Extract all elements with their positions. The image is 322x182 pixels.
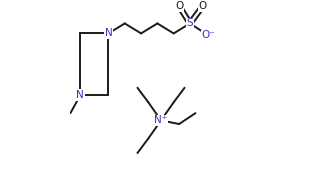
- Text: O: O: [175, 1, 183, 11]
- Text: O⁻: O⁻: [201, 30, 215, 40]
- Text: O: O: [199, 1, 207, 11]
- Text: S: S: [187, 18, 193, 28]
- Text: N: N: [77, 90, 84, 100]
- Text: N: N: [105, 28, 112, 38]
- Text: N⁺: N⁺: [154, 115, 168, 125]
